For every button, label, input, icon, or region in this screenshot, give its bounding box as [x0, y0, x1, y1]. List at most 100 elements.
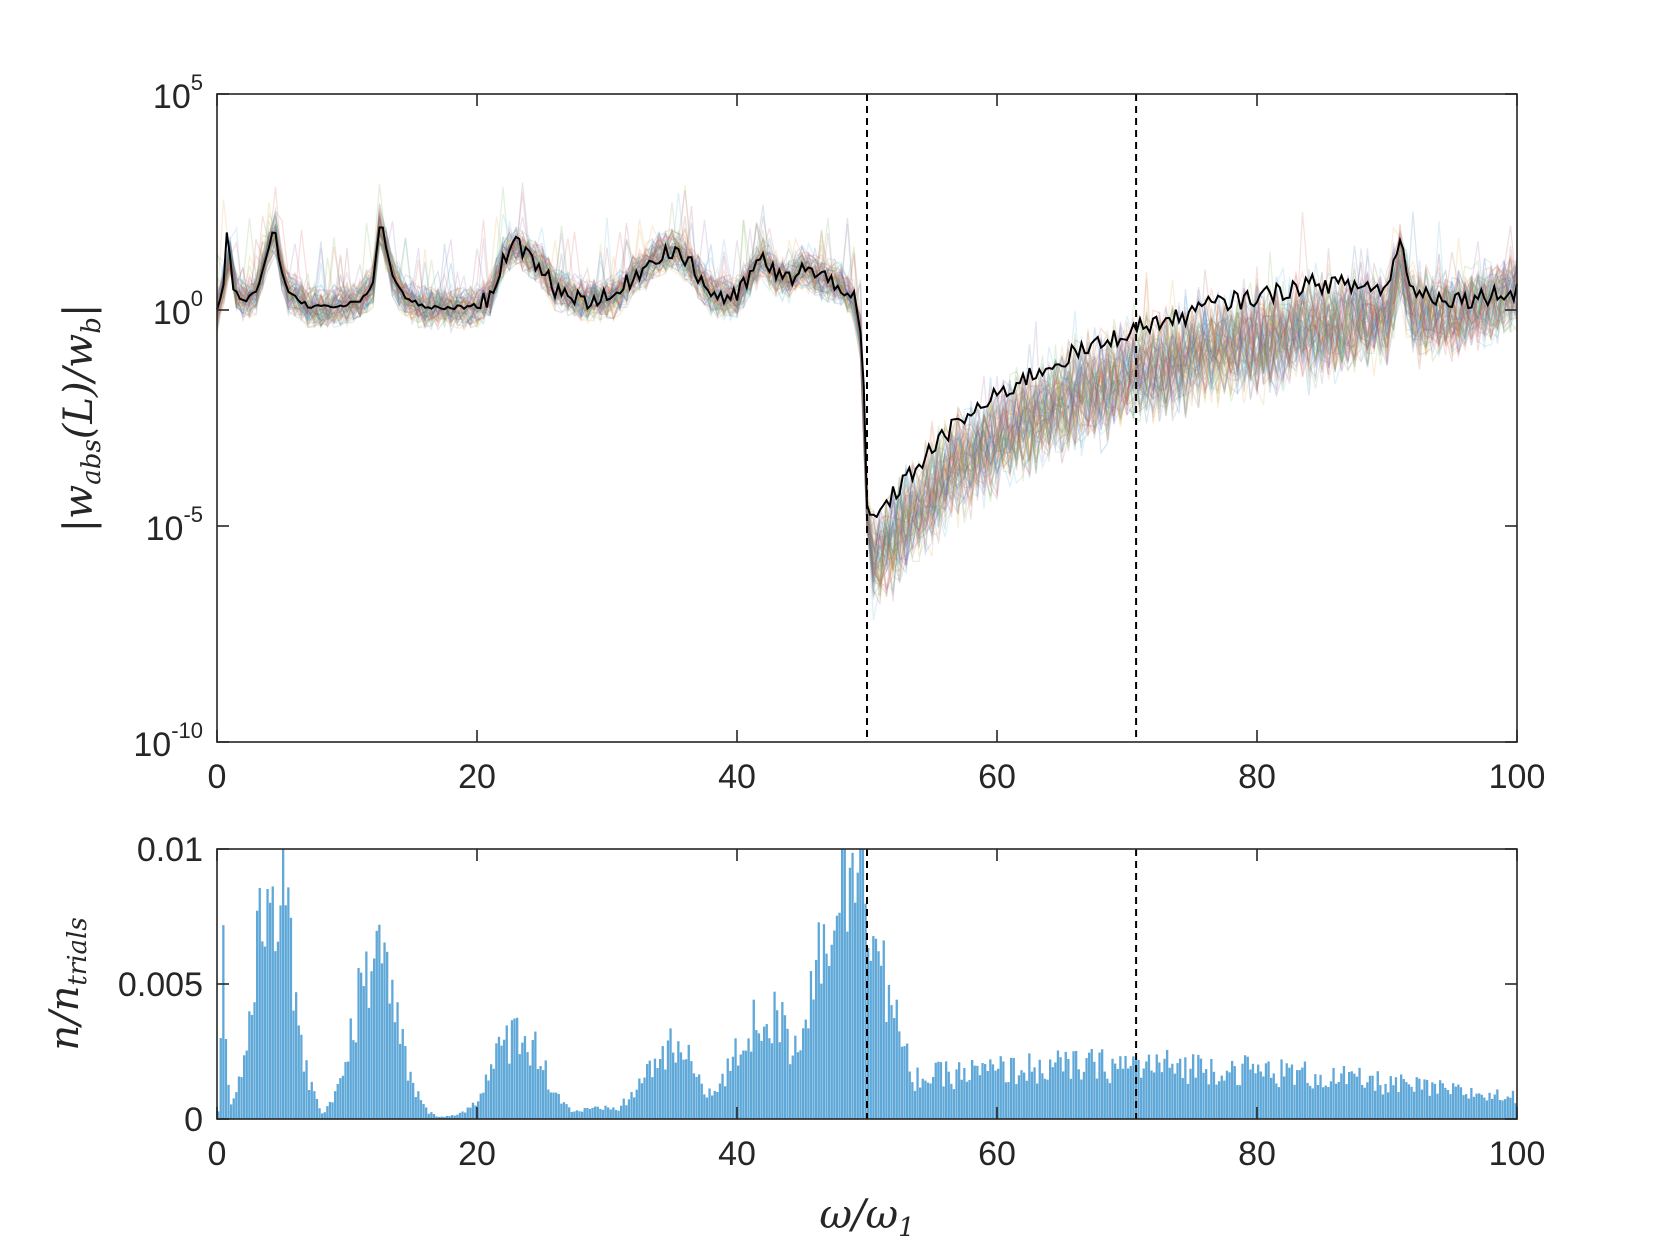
histogram-bar [1355, 1076, 1359, 1119]
trial-trace [216, 205, 1518, 570]
histogram-bar [497, 1036, 501, 1119]
histogram-bar [1314, 1074, 1317, 1119]
trial-trace [216, 237, 1518, 579]
histogram-bar [482, 1092, 485, 1119]
histogram-bar [750, 1051, 753, 1119]
histogram-bar [432, 1114, 436, 1119]
histogram-bar [1485, 1100, 1489, 1119]
histogram-bar [1452, 1083, 1455, 1119]
histogram-bar [1220, 1075, 1223, 1119]
histogram-bar [1428, 1095, 1431, 1119]
histogram-bar [1501, 1100, 1504, 1119]
histogram-bar [1345, 1084, 1348, 1119]
histogram-bar [274, 951, 277, 1119]
histogram-bar [1400, 1074, 1403, 1119]
histogram-bar [698, 1074, 701, 1119]
histogram-bar [529, 1065, 532, 1119]
histogram-bar [1251, 1063, 1255, 1119]
histogram-bar [1207, 1084, 1210, 1119]
histogram-bar [1043, 1078, 1047, 1119]
x-tick-label: 100 [1489, 1135, 1546, 1173]
histogram-bar [609, 1109, 612, 1119]
histogram-bar [1249, 1069, 1252, 1119]
histogram-bar [812, 999, 815, 1119]
x-tick-label: 80 [1238, 1135, 1276, 1173]
histogram-bar [1064, 1051, 1067, 1119]
x-tick-label: 60 [978, 758, 1016, 796]
histogram-bar [1244, 1055, 1247, 1119]
trial-trace [216, 229, 1518, 579]
histogram-bar [1051, 1067, 1054, 1119]
top-chart: 0 20 40 60 80 100 10-10 10-5 100 105 |wabs(L)/wb… [56, 70, 1545, 796]
histogram-bar [417, 1091, 420, 1119]
histogram-bar [1410, 1086, 1413, 1119]
histogram-bar [219, 1038, 222, 1119]
histogram-bar [1218, 1081, 1221, 1119]
histogram-bar [1301, 1067, 1304, 1119]
histogram-bar [250, 1014, 254, 1119]
histogram-bar [653, 1058, 657, 1119]
histogram-bar [276, 941, 280, 1119]
histogram-bar [986, 1070, 989, 1119]
histogram-bar [973, 1065, 976, 1119]
histogram-bar [651, 1077, 654, 1119]
histogram-bar [1145, 1061, 1148, 1119]
histogram-bar [991, 1064, 995, 1119]
histogram-bar [601, 1109, 605, 1119]
histogram-bar [378, 924, 381, 1119]
histogram-bar [638, 1078, 641, 1119]
histogram-bar [347, 1061, 350, 1119]
histogram-bar [786, 1028, 789, 1119]
histogram-bar [1407, 1084, 1411, 1119]
histogram-bar [1436, 1093, 1439, 1119]
histogram-bar [1423, 1079, 1426, 1119]
histogram-bar [393, 1022, 397, 1119]
histogram-bar [1030, 1071, 1034, 1119]
histogram-bar [253, 1002, 256, 1119]
histogram-bar [1238, 1085, 1242, 1119]
histogram-bar [1335, 1083, 1338, 1119]
histogram-bar [388, 1003, 391, 1119]
y-tick-label: 0.01 [137, 831, 203, 869]
histogram-bar [1197, 1054, 1200, 1119]
histogram-bar [1119, 1056, 1122, 1119]
histogram-bar [1095, 1078, 1099, 1119]
histogram-bar [282, 849, 285, 1119]
histogram-bar [1478, 1093, 1481, 1119]
histogram-bar [794, 1035, 797, 1119]
histogram-bar [724, 1086, 727, 1119]
histogram-bar [373, 958, 376, 1119]
histogram-bar [261, 941, 264, 1119]
x-tick-label: 0 [208, 758, 227, 796]
histogram-bar [932, 1076, 935, 1119]
histogram-bar [955, 1069, 958, 1119]
histogram-bar [869, 960, 872, 1119]
histogram-bar [765, 1024, 768, 1119]
histogram-bar [677, 1041, 680, 1119]
histogram-bar [1038, 1059, 1041, 1119]
histogram-bar [796, 1052, 800, 1119]
trial-trace [216, 223, 1518, 588]
histogram-bar [1371, 1075, 1374, 1119]
histogram-bar [1384, 1083, 1387, 1119]
trial-trace [216, 216, 1518, 586]
histogram-bar [313, 1091, 316, 1119]
histogram-bar [427, 1113, 430, 1119]
histogram-bar [1392, 1085, 1395, 1119]
histogram-bar [1023, 1072, 1026, 1119]
histogram-bar [1189, 1068, 1192, 1119]
histogram-bar [692, 1073, 696, 1119]
histogram-bar [971, 1060, 974, 1119]
histogram-bar [989, 1059, 992, 1119]
histogram-bar [523, 1036, 527, 1119]
histogram-bar [1454, 1086, 1457, 1119]
histogram-bar [1166, 1049, 1169, 1119]
histogram-bar [471, 1102, 475, 1119]
histogram-bar [1041, 1073, 1044, 1119]
histogram-bar [612, 1107, 615, 1119]
histogram-bar [942, 1086, 945, 1119]
histogram-bar [1147, 1054, 1151, 1119]
histogram-bar [1444, 1087, 1447, 1119]
histogram-bar [591, 1107, 594, 1119]
histogram-bar [1446, 1089, 1450, 1119]
